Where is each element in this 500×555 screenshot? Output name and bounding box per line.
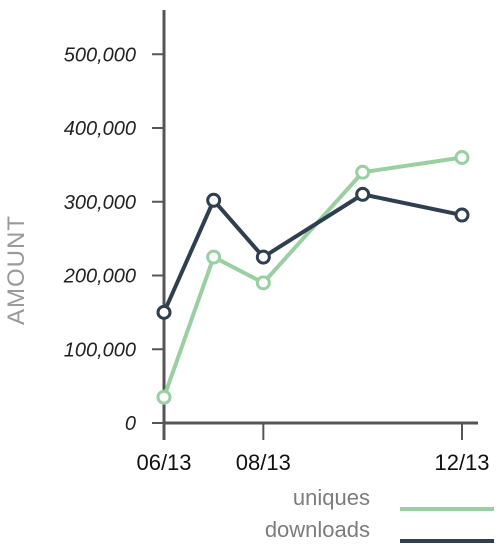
y-tick-label: 400,000 xyxy=(64,118,136,140)
x-tick-label: 08/13 xyxy=(236,450,291,475)
data-point-uniques xyxy=(206,249,222,265)
series-lines xyxy=(162,155,464,400)
data-point-downloads xyxy=(255,249,271,265)
y-tick-label: 100,000 xyxy=(64,339,136,361)
data-point-uniques xyxy=(156,389,172,405)
x-tick-label: 12/13 xyxy=(434,450,489,475)
series-points xyxy=(156,150,470,405)
legend: uniques downloads xyxy=(265,485,494,543)
data-point-downloads xyxy=(355,186,371,202)
y-axis-ticks: 0 100,000 200,000 300,000 400,000 500,000 xyxy=(63,10,166,440)
series-line-uniques xyxy=(162,155,464,400)
data-point-uniques xyxy=(255,275,271,291)
legend-label-uniques: uniques xyxy=(293,485,370,510)
y-axis-title: AMOUNT xyxy=(3,215,30,325)
data-point-downloads xyxy=(156,304,172,320)
data-point-uniques xyxy=(454,150,470,165)
data-point-uniques xyxy=(355,164,371,180)
x-tick-label: 06/13 xyxy=(136,450,191,475)
legend-label-downloads: downloads xyxy=(265,517,370,542)
x-axis: 06/13 08/13 12/13 xyxy=(136,421,490,475)
data-point-downloads xyxy=(454,207,470,223)
y-tick-label: 500,000 xyxy=(64,44,136,66)
y-tick-label: 300,000 xyxy=(64,192,136,214)
y-tick-label: 0 xyxy=(125,413,136,435)
y-tick-label: 200,000 xyxy=(63,266,136,288)
data-point-downloads xyxy=(206,192,222,208)
